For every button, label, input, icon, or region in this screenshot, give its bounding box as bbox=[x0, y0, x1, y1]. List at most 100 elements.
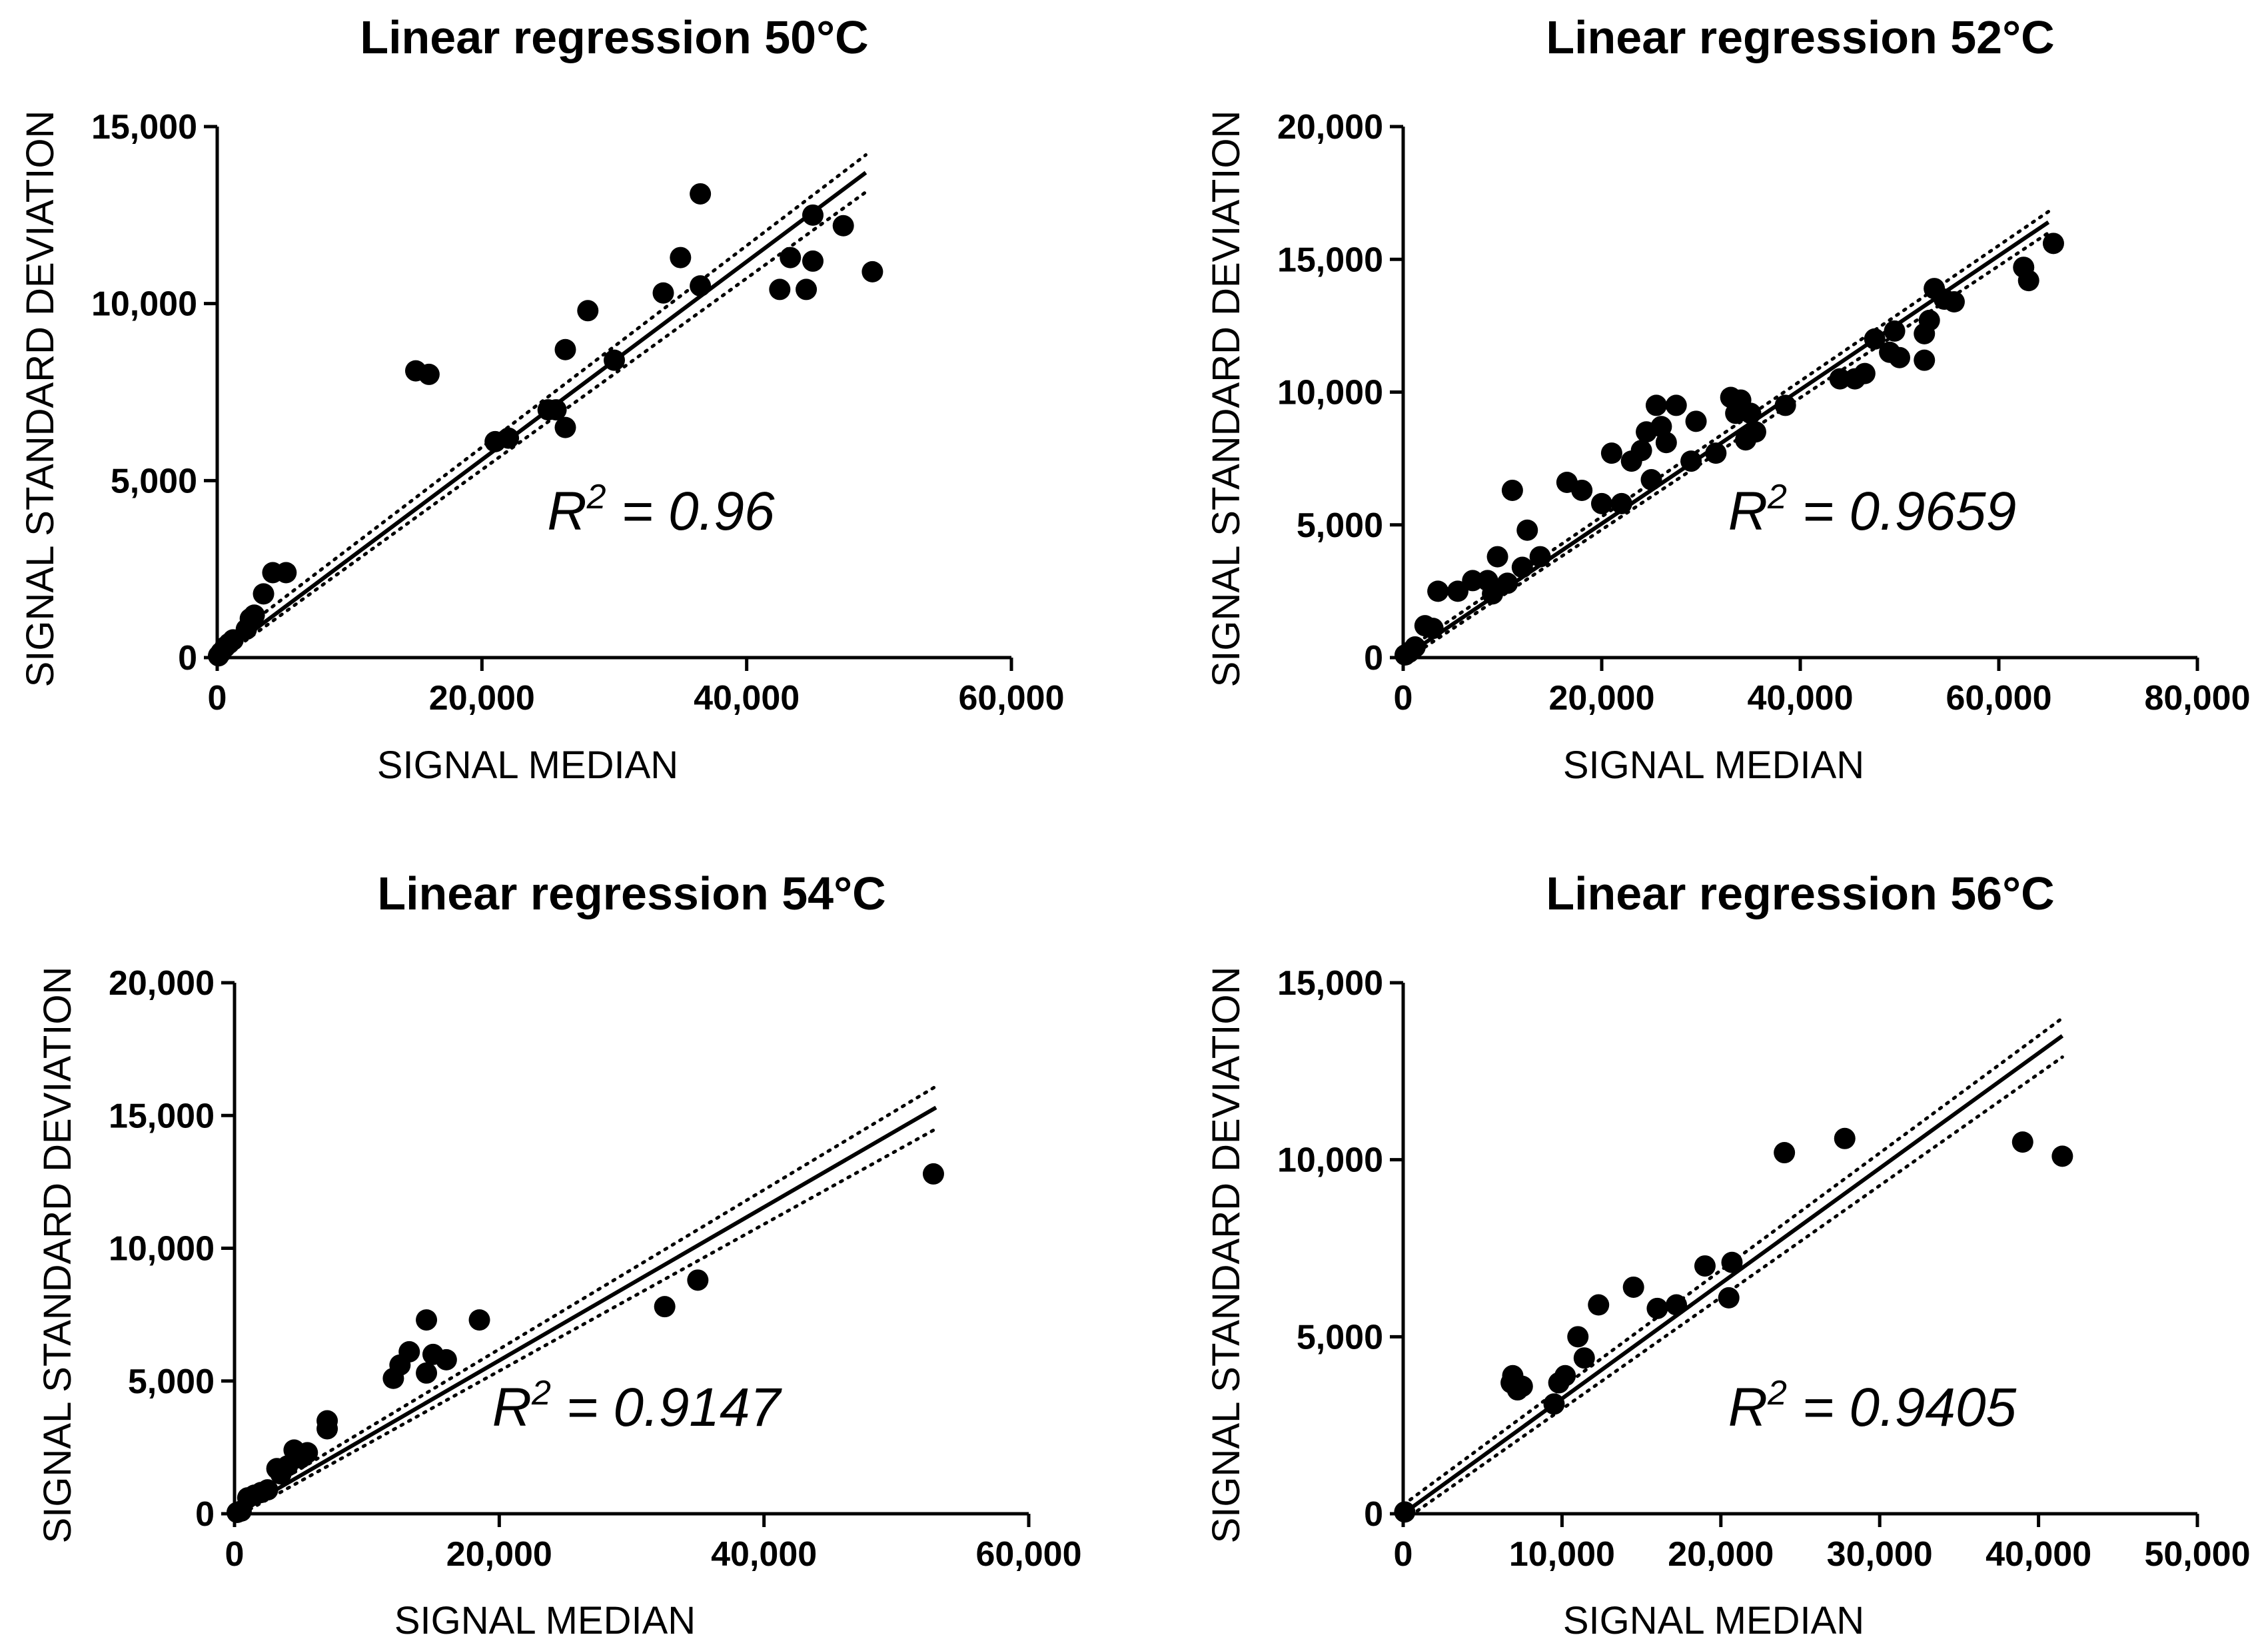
data-point bbox=[1774, 1142, 1796, 1164]
data-point bbox=[416, 1309, 438, 1331]
x-axis-label: SIGNAL MEDIAN bbox=[1563, 1599, 1864, 1642]
data-point bbox=[2051, 1145, 2073, 1167]
y-tick-label: 5,000 bbox=[1297, 1318, 1383, 1357]
data-point bbox=[468, 1309, 490, 1331]
chart-panel-3: Linear regression 54°C 0 5,000 10,000 15,000… bbox=[36, 867, 1082, 1642]
r-squared-exponent: 2 bbox=[1767, 478, 1787, 516]
y-tick-label: 0 bbox=[195, 1495, 215, 1534]
r-squared-symbol: R bbox=[492, 1377, 532, 1438]
data-point bbox=[1646, 1297, 1668, 1319]
regression-line bbox=[233, 1105, 937, 1516]
data-point bbox=[316, 1410, 338, 1432]
x-tick-label: 20,000 bbox=[1668, 1535, 1774, 1574]
regression-line bbox=[1402, 1034, 2064, 1516]
data-point bbox=[577, 300, 599, 322]
data-point bbox=[418, 363, 440, 385]
x-axis-label: SIGNAL MEDIAN bbox=[1563, 744, 1864, 787]
x-tick-label: 30,000 bbox=[1827, 1535, 1933, 1574]
data-point bbox=[1427, 580, 1449, 602]
r-squared-exponent: 2 bbox=[586, 478, 606, 516]
x-tick-label: 40,000 bbox=[1985, 1535, 2091, 1574]
y-tick-label: 15,000 bbox=[1277, 241, 1383, 279]
data-point bbox=[1529, 546, 1551, 568]
data-point bbox=[1446, 580, 1468, 602]
data-point bbox=[1482, 583, 1504, 605]
y-tick-label: 10,000 bbox=[91, 285, 197, 324]
x-axis-label: SIGNAL MEDIAN bbox=[394, 1599, 696, 1642]
y-tick-label: 15,000 bbox=[91, 108, 197, 147]
data-point bbox=[1404, 636, 1426, 658]
data-point bbox=[1486, 546, 1508, 568]
data-point bbox=[545, 399, 567, 421]
data-point bbox=[2011, 1131, 2033, 1153]
x-tick-label: 0 bbox=[1394, 679, 1413, 718]
data-point bbox=[1630, 440, 1652, 462]
y-tick-label: 0 bbox=[178, 639, 197, 678]
data-point bbox=[1600, 442, 1622, 464]
y-tick-label: 15,000 bbox=[1277, 964, 1383, 1003]
data-point bbox=[1462, 570, 1484, 592]
data-point bbox=[1744, 421, 1766, 443]
r-squared-exponent: 2 bbox=[531, 1374, 551, 1412]
data-point bbox=[398, 1341, 420, 1363]
data-point bbox=[1543, 1393, 1565, 1415]
data-point bbox=[1829, 368, 1851, 390]
data-point bbox=[690, 275, 712, 297]
r-squared-exponent: 2 bbox=[1767, 1374, 1787, 1412]
data-point bbox=[1511, 1375, 1533, 1397]
data-point bbox=[1496, 572, 1518, 594]
y-tick-label: 20,000 bbox=[109, 964, 215, 1003]
data-point bbox=[1694, 1255, 1716, 1277]
data-point bbox=[802, 250, 824, 272]
x-tick-label: 0 bbox=[1394, 1535, 1413, 1574]
data-point bbox=[654, 1296, 676, 1318]
y-axis-label: SIGNAL STANDARD DEVIATION bbox=[19, 111, 62, 688]
y-tick-label: 15,000 bbox=[109, 1097, 215, 1135]
x-tick-label: 20,000 bbox=[1548, 679, 1654, 718]
data-point bbox=[1943, 291, 1965, 313]
data-point bbox=[652, 282, 674, 304]
data-point bbox=[1918, 309, 1940, 331]
x-tick-label: 20,000 bbox=[446, 1535, 552, 1574]
data-point bbox=[253, 583, 275, 605]
r-squared-value: = 0.9659 bbox=[1787, 481, 2016, 542]
data-point bbox=[296, 1442, 318, 1464]
confidence-band-lower bbox=[233, 1127, 938, 1520]
data-point bbox=[1721, 1251, 1743, 1273]
r-squared-value: = 0.9405 bbox=[1787, 1377, 2017, 1438]
r-squared-value: = 0.96 bbox=[606, 481, 775, 542]
data-point bbox=[1394, 1501, 1416, 1523]
chart-title: Linear regression 56°C bbox=[1546, 867, 2054, 919]
data-point bbox=[416, 1362, 438, 1384]
data-point bbox=[1422, 618, 1444, 640]
data-point bbox=[435, 1349, 457, 1371]
chart-title: Linear regression 52°C bbox=[1546, 11, 2054, 63]
data-point bbox=[1640, 469, 1662, 491]
data-point bbox=[1889, 346, 1910, 368]
data-point bbox=[1680, 450, 1702, 472]
r-squared-symbol: R bbox=[547, 481, 586, 542]
data-point bbox=[1554, 1365, 1576, 1386]
r-squared-symbol: R bbox=[1728, 481, 1768, 542]
data-point bbox=[802, 204, 824, 226]
data-point bbox=[1705, 442, 1727, 464]
data-point bbox=[769, 278, 791, 300]
y-tick-label: 10,000 bbox=[1277, 374, 1383, 412]
data-point bbox=[1610, 492, 1632, 514]
r-squared-label: R2 = 0.9659 bbox=[1728, 478, 2016, 542]
chart-title: Linear regression 54°C bbox=[377, 867, 885, 919]
data-point bbox=[498, 427, 520, 449]
y-tick-label: 0 bbox=[1364, 1495, 1383, 1534]
data-point bbox=[922, 1163, 944, 1185]
data-point bbox=[1685, 410, 1707, 432]
data-point bbox=[257, 1479, 279, 1501]
data-point bbox=[796, 278, 818, 300]
x-tick-label: 40,000 bbox=[1747, 679, 1853, 718]
x-tick-label: 20,000 bbox=[429, 679, 535, 718]
x-tick-label: 0 bbox=[208, 679, 227, 718]
data-point bbox=[690, 183, 712, 205]
x-tick-label: 60,000 bbox=[958, 679, 1064, 718]
x-axis-label: SIGNAL MEDIAN bbox=[377, 744, 678, 787]
